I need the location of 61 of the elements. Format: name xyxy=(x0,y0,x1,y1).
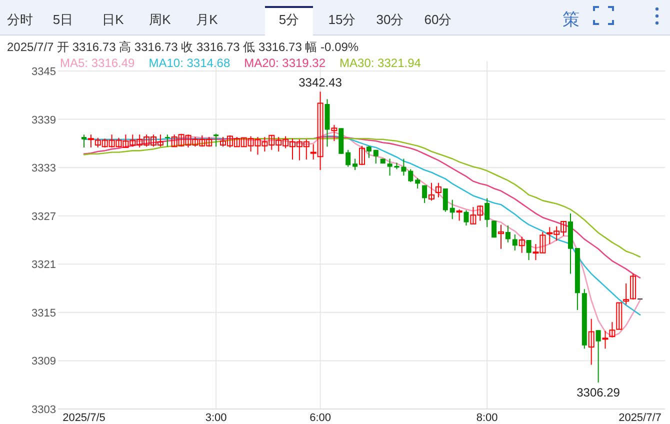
y-tick-label: 3333 xyxy=(32,162,56,175)
candlestick xyxy=(435,182,442,198)
candlestick xyxy=(630,273,636,300)
y-tick-label: 3327 xyxy=(32,210,56,223)
text: MA10: 3314.68 xyxy=(148,56,230,70)
candlestick xyxy=(164,134,170,148)
candlestick xyxy=(352,158,358,170)
candlestick xyxy=(346,149,351,168)
candlestick xyxy=(464,210,469,226)
candlestick xyxy=(428,182,434,202)
y-tick-label: 3315 xyxy=(32,307,56,320)
candlestick xyxy=(484,198,490,228)
text: 30分 xyxy=(376,12,404,27)
candlestick xyxy=(498,224,504,250)
text: MA5: 3316.49 xyxy=(60,56,136,70)
y-tick-label: 3309 xyxy=(32,356,56,368)
candlestick xyxy=(518,236,525,254)
x-tick-label: 3:00 xyxy=(205,412,227,424)
candlestick xyxy=(359,145,365,166)
candlestick xyxy=(366,145,372,158)
chart-subtitle: 2025/7/7 开 3316.73 高 3316.73 收 3316.73 低 3316.73 幅 -0.09% xyxy=(7,40,359,54)
text: 策 xyxy=(562,10,580,29)
text: 5日 xyxy=(52,12,74,27)
text: 日K xyxy=(102,12,124,27)
candlestick xyxy=(442,188,448,212)
text: 15分 xyxy=(328,12,356,27)
candlestick xyxy=(408,168,414,183)
candlestick xyxy=(82,134,86,148)
x-tick-label: 2025/7/5 xyxy=(62,412,106,424)
x-tick-label: 2025/7/7 xyxy=(618,412,662,424)
candlestick xyxy=(588,318,594,366)
y-tick-label: 3345 xyxy=(32,66,56,78)
annotation: 3306.29 xyxy=(576,386,620,400)
annotation: 3342.43 xyxy=(298,76,342,90)
candlestick xyxy=(415,178,420,189)
candlestick xyxy=(492,220,497,238)
text: 5分 xyxy=(278,12,300,27)
x-tick-label: 6:00 xyxy=(310,412,332,424)
candlestick xyxy=(456,208,462,222)
text: 周K xyxy=(149,12,172,27)
text: MA30: 3321.94 xyxy=(340,56,422,70)
text: MA20: 3319.32 xyxy=(244,56,326,70)
text: 分时 xyxy=(7,12,33,27)
candlestick xyxy=(602,330,608,350)
candlestick xyxy=(214,133,219,148)
candlestick xyxy=(373,149,378,164)
candlestick xyxy=(422,184,428,204)
text: 60分 xyxy=(424,12,452,27)
candlestick xyxy=(512,234,518,251)
candlestick xyxy=(596,330,601,384)
candlestick xyxy=(623,282,630,305)
candlestick xyxy=(331,124,338,142)
y-tick-label: 3321 xyxy=(32,259,56,272)
candlestick xyxy=(505,225,510,243)
candlestick xyxy=(450,199,455,220)
x-tick-label: 8:00 xyxy=(476,412,498,424)
candlestick xyxy=(387,158,392,176)
text: 月K xyxy=(196,12,218,27)
candlestick xyxy=(526,240,532,261)
y-tick-label: 3339 xyxy=(32,114,56,126)
y-tick-label: 3303 xyxy=(32,404,56,416)
